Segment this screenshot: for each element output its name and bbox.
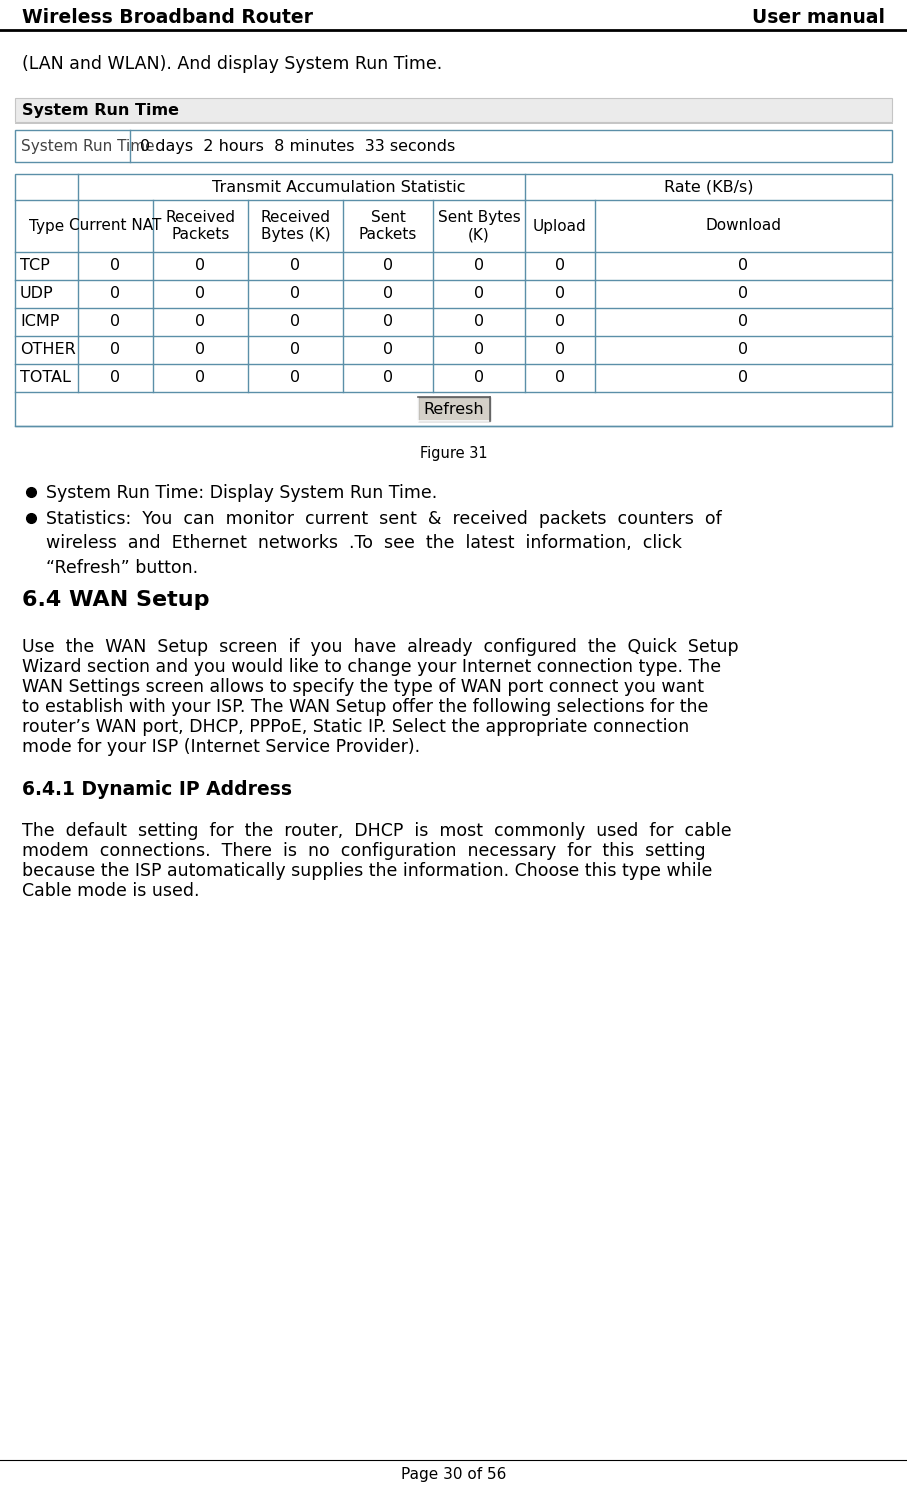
Text: modem  connections.  There  is  no  configuration  necessary  for  this  setting: modem connections. There is no configura… xyxy=(22,842,706,860)
Text: 0: 0 xyxy=(738,314,748,329)
Text: 0: 0 xyxy=(111,314,121,329)
Text: to establish with your ISP. The WAN Setup offer the following selections for the: to establish with your ISP. The WAN Setu… xyxy=(22,698,708,716)
Text: because the ISP automatically supplies the information. Choose this type while: because the ISP automatically supplies t… xyxy=(22,863,712,881)
Text: 0: 0 xyxy=(290,314,300,329)
Text: 0: 0 xyxy=(383,259,393,274)
Text: 0: 0 xyxy=(290,259,300,274)
Text: 0: 0 xyxy=(474,342,484,357)
Text: 6.4 WAN Setup: 6.4 WAN Setup xyxy=(22,591,210,610)
Text: 0: 0 xyxy=(383,371,393,386)
Text: Rate (KB/s): Rate (KB/s) xyxy=(664,179,753,194)
Text: OTHER: OTHER xyxy=(20,342,76,357)
Text: WAN Settings screen allows to specify the type of WAN port connect you want: WAN Settings screen allows to specify th… xyxy=(22,679,704,697)
Text: 0: 0 xyxy=(474,287,484,302)
Text: System Run Time: System Run Time xyxy=(22,103,179,118)
Text: Current NAT: Current NAT xyxy=(69,218,161,233)
Text: User manual: User manual xyxy=(752,7,885,27)
Text: Wireless Broadband Router: Wireless Broadband Router xyxy=(22,7,313,27)
Text: 0: 0 xyxy=(290,371,300,386)
Text: 0: 0 xyxy=(738,259,748,274)
Text: Wizard section and you would like to change your Internet connection type. The: Wizard section and you would like to cha… xyxy=(22,658,721,676)
Text: 0: 0 xyxy=(195,314,206,329)
Text: TOTAL: TOTAL xyxy=(20,371,71,386)
Text: mode for your ISP (Internet Service Provider).: mode for your ISP (Internet Service Prov… xyxy=(22,739,420,756)
Text: 0: 0 xyxy=(555,314,565,329)
Text: 0: 0 xyxy=(383,314,393,329)
Text: 6.4.1 Dynamic IP Address: 6.4.1 Dynamic IP Address xyxy=(22,780,292,798)
Text: Statistics:  You  can  monitor  current  sent  &  received  packets  counters  o: Statistics: You can monitor current sent… xyxy=(46,510,722,577)
Text: TCP: TCP xyxy=(20,259,50,274)
Text: 0: 0 xyxy=(555,287,565,302)
Text: 0: 0 xyxy=(111,371,121,386)
Text: 0: 0 xyxy=(195,342,206,357)
Text: 0: 0 xyxy=(555,259,565,274)
Text: Download: Download xyxy=(706,218,782,233)
Text: Sent
Packets: Sent Packets xyxy=(359,209,417,242)
Text: Type: Type xyxy=(29,218,64,233)
Text: 0: 0 xyxy=(738,342,748,357)
Bar xyxy=(417,398,490,422)
Text: 0 days  2 hours  8 minutes  33 seconds: 0 days 2 hours 8 minutes 33 seconds xyxy=(140,139,455,154)
Text: 0: 0 xyxy=(195,371,206,386)
Text: 0: 0 xyxy=(738,371,748,386)
Text: System Run Time: Display System Run Time.: System Run Time: Display System Run Time… xyxy=(46,484,437,502)
Text: Page 30 of 56: Page 30 of 56 xyxy=(401,1468,506,1483)
Text: 0: 0 xyxy=(555,371,565,386)
Bar xyxy=(15,99,892,123)
Text: Use  the  WAN  Setup  screen  if  you  have  already  configured  the  Quick  Se: Use the WAN Setup screen if you have alr… xyxy=(22,638,738,656)
Text: 0: 0 xyxy=(474,371,484,386)
Text: Transmit Accumulation Statistic: Transmit Accumulation Statistic xyxy=(212,179,466,194)
Text: router’s WAN port, DHCP, PPPoE, Static IP. Select the appropriate connection: router’s WAN port, DHCP, PPPoE, Static I… xyxy=(22,718,689,736)
Text: ICMP: ICMP xyxy=(20,314,59,329)
Text: Received
Bytes (K): Received Bytes (K) xyxy=(260,209,330,242)
Text: System Run Time: System Run Time xyxy=(21,139,154,154)
Text: 0: 0 xyxy=(111,342,121,357)
Text: (LAN and WLAN). And display System Run Time.: (LAN and WLAN). And display System Run T… xyxy=(22,55,443,73)
Text: 0: 0 xyxy=(383,342,393,357)
Text: 0: 0 xyxy=(111,287,121,302)
Text: 0: 0 xyxy=(738,287,748,302)
Text: 0: 0 xyxy=(111,259,121,274)
Text: 0: 0 xyxy=(195,287,206,302)
Text: Received
Packets: Received Packets xyxy=(165,209,236,242)
Text: Figure 31: Figure 31 xyxy=(420,446,487,460)
Text: 0: 0 xyxy=(474,259,484,274)
Text: 0: 0 xyxy=(555,342,565,357)
Text: 0: 0 xyxy=(290,287,300,302)
Text: Sent Bytes
(K): Sent Bytes (K) xyxy=(437,209,521,242)
Bar xyxy=(15,130,892,161)
Text: 0: 0 xyxy=(195,259,206,274)
Text: Cable mode is used.: Cable mode is used. xyxy=(22,882,200,900)
Text: Refresh: Refresh xyxy=(424,402,483,417)
Bar xyxy=(15,173,892,426)
Text: The  default  setting  for  the  router,  DHCP  is  most  commonly  used  for  c: The default setting for the router, DHCP… xyxy=(22,822,732,840)
Text: UDP: UDP xyxy=(20,287,54,302)
Text: 0: 0 xyxy=(290,342,300,357)
Text: 0: 0 xyxy=(474,314,484,329)
Text: Upload: Upload xyxy=(533,218,587,233)
Text: 0: 0 xyxy=(383,287,393,302)
